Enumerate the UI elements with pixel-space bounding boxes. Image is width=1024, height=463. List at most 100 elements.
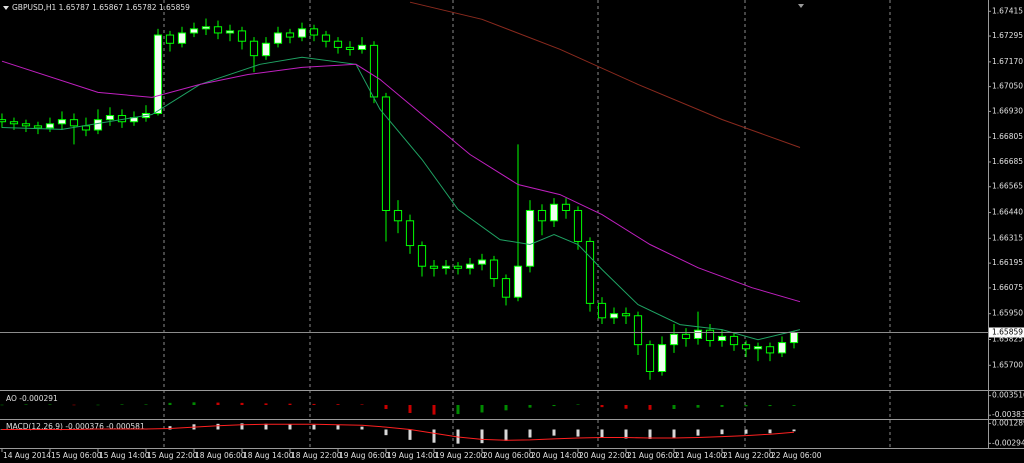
candle-body	[237, 30, 247, 42]
candle-body	[357, 44, 367, 50]
macd-bar	[288, 424, 292, 430]
y-tick-label: 1.65950	[992, 309, 1023, 318]
candle-body	[573, 209, 583, 242]
y-tick-label: 1.67050	[992, 82, 1023, 91]
ao-bar	[744, 405, 748, 407]
ao-bar	[168, 402, 172, 405]
y-tick-label: 1.67415	[992, 6, 1023, 15]
macd-bar	[696, 429, 700, 436]
candle-body	[501, 278, 511, 298]
ao-bar	[600, 405, 604, 408]
period-grid	[163, 0, 891, 448]
candle-body	[153, 34, 163, 114]
candle-body	[777, 342, 787, 354]
candle-body	[33, 125, 43, 129]
candle-body	[393, 209, 403, 222]
ao-bar	[48, 404, 52, 405]
candle-body	[105, 115, 115, 121]
candle-body	[693, 329, 703, 339]
y-tick-label: 0.003516	[992, 391, 1024, 400]
macd-bar	[312, 424, 316, 430]
candle-body	[225, 30, 235, 34]
candle-body	[369, 44, 379, 98]
candle-body	[45, 123, 55, 129]
y-tick-label: 1.65700	[992, 360, 1023, 369]
candle-body	[177, 32, 187, 44]
y-tick-label: 1.66075	[992, 283, 1023, 292]
candle-body	[609, 313, 619, 319]
y-tick-label: 1.65825	[992, 334, 1023, 343]
x-tick-label: 20 Aug 14:00	[531, 451, 582, 460]
x-tick-label: 21 Aug 22:00	[723, 451, 774, 460]
y-tick-label: 1.67170	[992, 57, 1023, 66]
macd-bar	[504, 429, 508, 441]
candle-body	[561, 203, 571, 211]
macd-bar	[648, 429, 652, 439]
ao-bar	[120, 404, 124, 405]
x-tick-label: 20 Aug 22:00	[579, 451, 630, 460]
y-tick-label: 1.66805	[992, 132, 1023, 141]
candle-body	[213, 26, 223, 34]
candle-body	[285, 32, 295, 38]
ao-bar	[192, 402, 196, 405]
candle-body	[333, 40, 343, 48]
candle-body	[405, 220, 415, 247]
shift-marker	[798, 4, 804, 8]
candle-body	[165, 34, 175, 44]
candle-body	[81, 125, 91, 131]
candle-body	[321, 34, 331, 42]
candle-body	[345, 46, 355, 50]
ao-bar	[144, 404, 148, 405]
ao-bar	[792, 405, 796, 406]
candle-body	[585, 240, 595, 304]
candle-body	[729, 335, 739, 346]
macd-bar	[720, 429, 724, 435]
current-price-box	[989, 327, 1024, 338]
candle-body	[621, 313, 631, 317]
macd-signal	[2, 423, 795, 441]
ao-bar	[768, 405, 772, 407]
ao-bar	[432, 405, 436, 415]
ao-bar	[72, 404, 76, 406]
ao-bar	[96, 404, 100, 406]
x-tick-label: 20 Aug 06:00	[483, 451, 534, 460]
macd-bar	[792, 429, 796, 432]
current-price-label: 1.65859	[992, 327, 1023, 336]
x-tick-label: 14 Aug 2014	[3, 451, 51, 460]
menu-arrow[interactable]	[3, 6, 9, 10]
macd-bar	[384, 429, 388, 436]
candle-body	[9, 121, 19, 125]
ao-bar	[672, 405, 676, 409]
ao-bar	[336, 404, 340, 405]
ao-bar	[480, 405, 484, 413]
macd-bar	[0, 429, 4, 430]
ao-bar	[264, 403, 268, 405]
ao-bar	[576, 404, 580, 405]
candle-body	[249, 40, 259, 57]
candle-body	[57, 119, 67, 125]
x-tick-label: 22 Aug 06:00	[771, 451, 822, 460]
x-tick-label: 18 Aug 06:00	[195, 451, 246, 460]
ao-bar	[648, 405, 652, 410]
macd-bar	[528, 429, 532, 438]
ao-bar	[408, 405, 412, 413]
ao-bar	[24, 404, 28, 405]
candle-body	[597, 302, 607, 319]
y-tick-label: -0.003836	[992, 410, 1024, 419]
macd-bar	[168, 426, 172, 430]
macd-bar	[672, 429, 676, 438]
macd-bar	[408, 429, 412, 440]
macd-bar	[264, 423, 268, 430]
macd-bar	[576, 429, 580, 437]
ao-bar	[240, 402, 244, 405]
macd-bar	[360, 426, 364, 430]
ao-bar	[216, 402, 220, 405]
candle-body	[741, 344, 751, 350]
candle-body	[417, 245, 427, 267]
y-tick-label: 0.001289	[992, 418, 1024, 427]
candle-body	[381, 96, 391, 211]
candle-body	[789, 331, 799, 344]
